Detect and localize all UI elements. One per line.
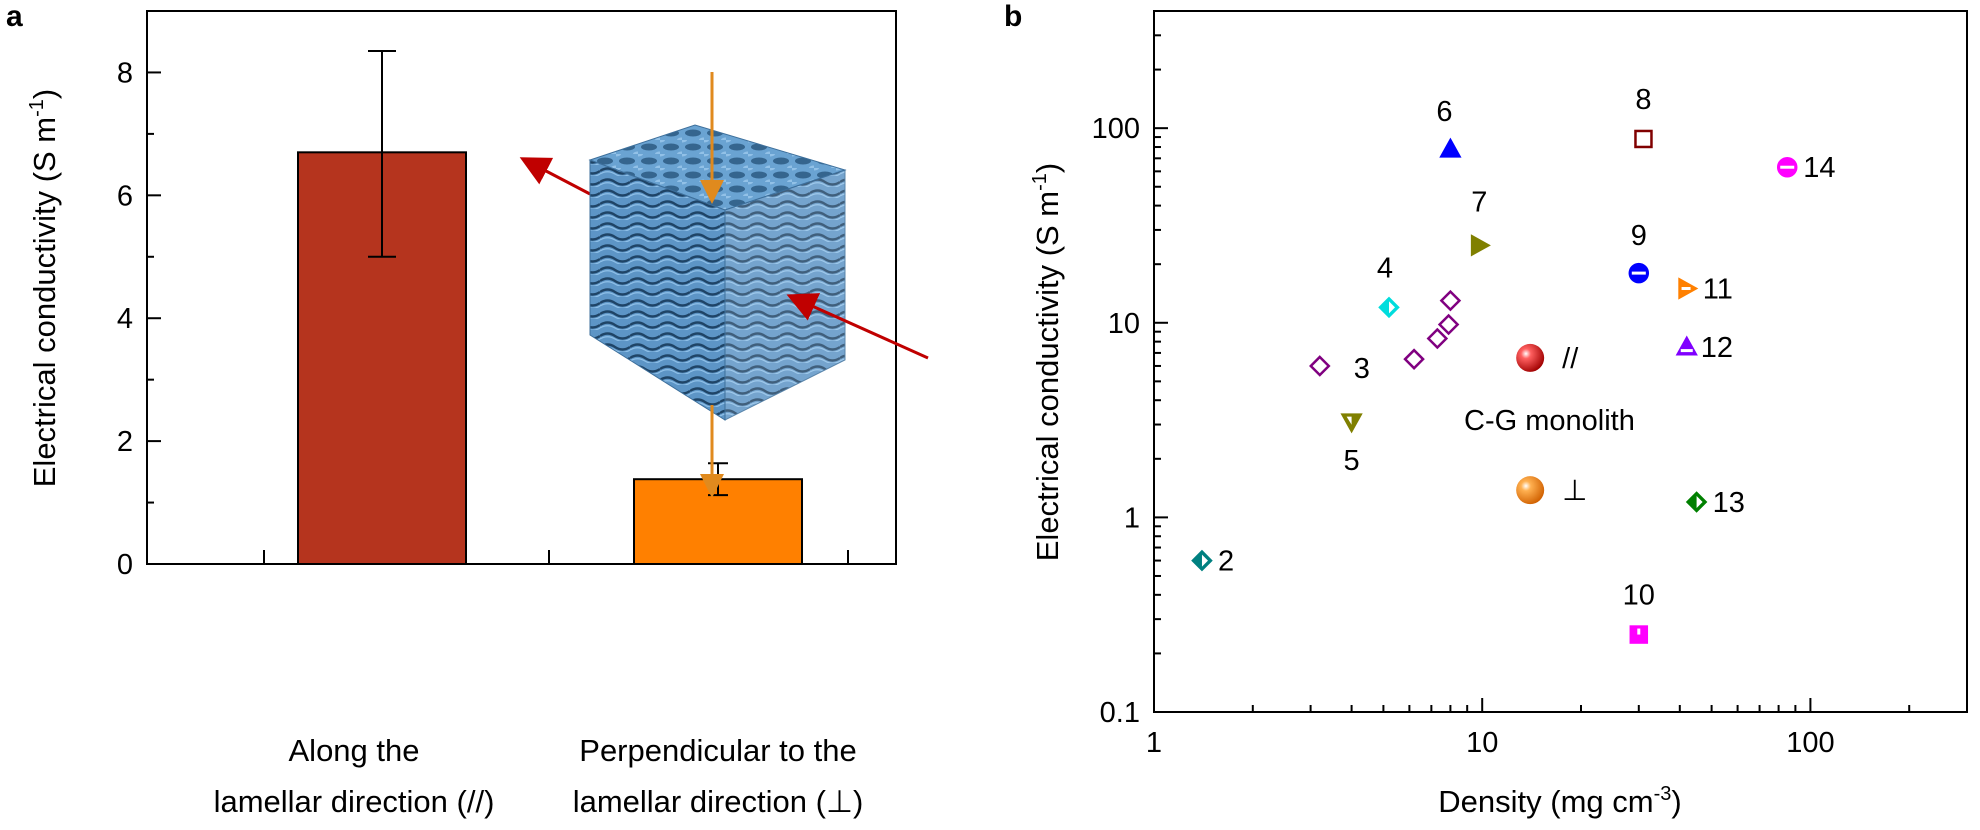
data-point-highlight (1681, 287, 1691, 291)
panel-b-x-tick-label: 1 (1146, 727, 1162, 759)
scatter-point: 7 (1470, 186, 1491, 257)
panel-b-y-tick-label: 0.1 (1100, 697, 1140, 729)
point-label: 9 (1631, 220, 1647, 252)
scatter-point: 8 (1634, 84, 1653, 149)
scatter-point: 11 (1678, 274, 1733, 306)
scatter-point: 4 (1377, 252, 1400, 319)
point-label: ⊥ (1562, 475, 1587, 507)
data-point-highlight (1201, 554, 1208, 567)
panel-b-y-tick-label: 100 (1092, 113, 1140, 145)
panel-b-x-tick-label: 10 (1466, 727, 1498, 759)
panel-a-y-axis-title: Electrical conductivity (S m-1) (26, 89, 62, 488)
point-label: 13 (1713, 487, 1745, 519)
data-point (1516, 476, 1545, 505)
data-point (1516, 343, 1545, 372)
scatter-point: 14 (1776, 152, 1836, 184)
scatter-point (1403, 348, 1425, 370)
panel-a-y-ticks: 0 2 4 6 8 (117, 57, 849, 581)
panel-b-x-tick-label: 100 (1786, 727, 1834, 759)
data-point (1439, 289, 1462, 312)
category-label-parallel-line2: lamellar direction (//) (214, 784, 495, 819)
data-point (1403, 348, 1425, 370)
panel-b-y-axis-title: Electrical conductivity (S m-1) (1029, 163, 1065, 562)
point-label: 10 (1623, 580, 1655, 612)
scatter-point: // (1516, 343, 1579, 375)
data-point-highlight (1346, 416, 1352, 425)
data-point-highlight (1696, 495, 1703, 508)
scatter-point: 10 (1623, 580, 1655, 644)
data-point-highlight (1680, 349, 1693, 353)
point-label: 6 (1436, 96, 1452, 128)
data-point-highlight (1637, 628, 1641, 635)
panel-a-y-tick-label: 8 (117, 57, 133, 89)
point-label: 12 (1701, 332, 1733, 364)
panel-b-y-tick-label: 10 (1108, 308, 1140, 340)
scatter-point: 6 (1436, 96, 1462, 158)
panel-a-y-tick-label: 0 (117, 549, 133, 581)
scatter-point: 2 (1191, 546, 1234, 578)
annotation-c-g-monolith: C-G monolith (1464, 405, 1635, 437)
data-point-highlight (1631, 271, 1646, 275)
panel-b-points: 2 3 4 5 6 7 8 9 10 11 12 13 14 // ⊥ (1191, 84, 1836, 644)
scatter-point: ⊥ (1516, 475, 1587, 507)
arrow-parallel-in (786, 293, 929, 360)
data-point (1634, 129, 1653, 149)
scatter-point: 5 (1340, 413, 1363, 477)
scatter-point (1426, 327, 1449, 350)
point-label: 2 (1218, 546, 1234, 578)
point-label: // (1562, 343, 1579, 375)
panel-b-x-axis-title: Density (mg cm-3) (1438, 783, 1681, 819)
panel-a-y-tick-label: 4 (117, 303, 133, 335)
cube-right-face (724, 169, 846, 421)
scatter-point (1439, 289, 1462, 312)
data-point-highlight (1780, 165, 1795, 169)
panel-a-y-tick-label: 2 (117, 426, 133, 458)
scatter-point: 9 (1628, 220, 1650, 284)
data-point (1437, 313, 1460, 336)
point-label: 8 (1635, 84, 1651, 116)
data-point-highlight (1388, 301, 1395, 314)
panel-a-letter: a (6, 0, 23, 33)
panel-a-frame (146, 10, 897, 565)
scatter-point: 12 (1675, 332, 1733, 364)
scatter-point: 3 (1309, 353, 1370, 385)
scatter-point: 13 (1685, 487, 1745, 519)
panel-b-frame (1153, 10, 1968, 713)
point-label: 3 (1354, 353, 1370, 385)
point-label: 11 (1703, 274, 1733, 306)
arrow-parallel-out (519, 157, 591, 196)
scatter-point (1437, 313, 1460, 336)
category-label-perpendicular-line2: lamellar direction (⊥) (573, 784, 864, 819)
data-point (1439, 137, 1462, 158)
point-label: 7 (1471, 186, 1487, 218)
category-label-parallel-line1: Along the (289, 733, 420, 768)
point-label: 14 (1803, 152, 1835, 184)
lamellar-cube-illustration (519, 72, 929, 498)
point-label: 5 (1344, 445, 1360, 477)
panel-a-y-tick-label: 6 (117, 180, 133, 212)
point-label: 4 (1377, 252, 1393, 284)
data-point (1309, 355, 1331, 377)
data-point (1470, 234, 1491, 257)
data-point (1426, 327, 1449, 350)
category-label-perpendicular-line1: Perpendicular to the (579, 733, 856, 768)
panel-b-y-tick-label: 1 (1124, 502, 1140, 534)
panel-b-letter: b (1004, 0, 1022, 33)
